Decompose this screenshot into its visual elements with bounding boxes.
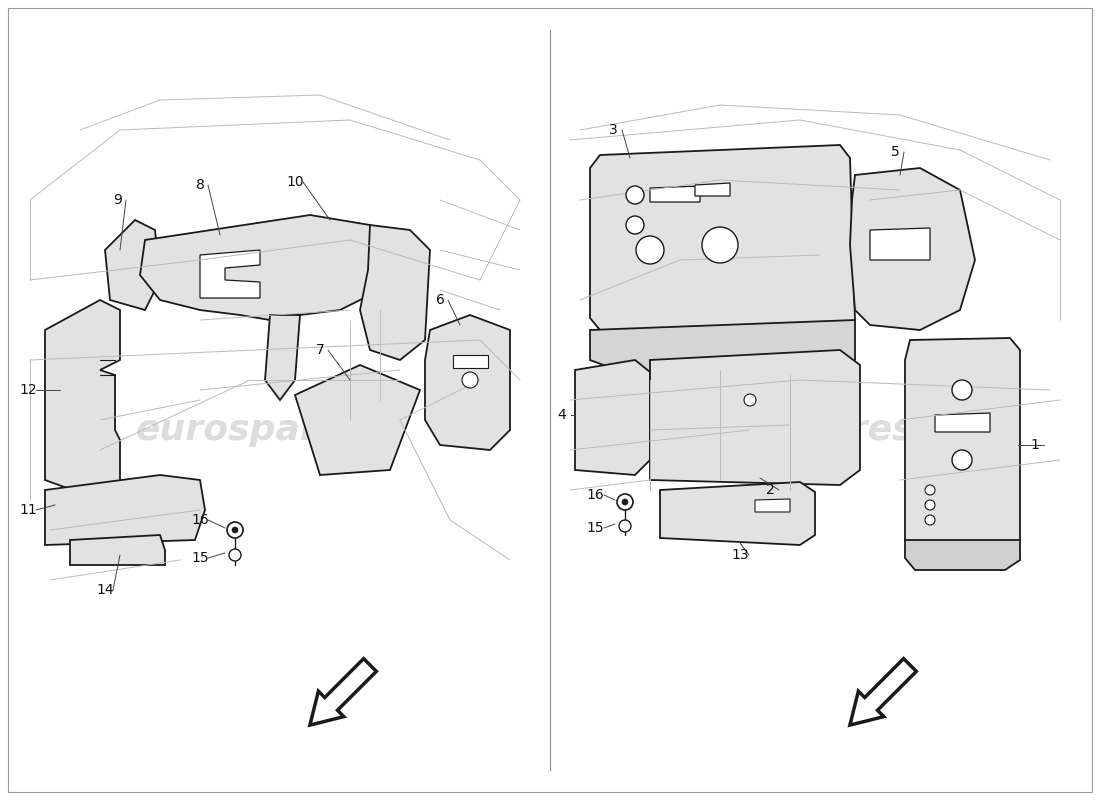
Polygon shape (650, 350, 860, 485)
Polygon shape (870, 228, 930, 260)
Polygon shape (935, 413, 990, 432)
Circle shape (744, 394, 756, 406)
Text: 11: 11 (19, 503, 37, 517)
Polygon shape (295, 365, 420, 475)
Polygon shape (45, 300, 120, 500)
Circle shape (925, 500, 935, 510)
Polygon shape (70, 535, 165, 565)
Circle shape (617, 494, 632, 510)
Text: 16: 16 (586, 488, 604, 502)
Text: 5: 5 (891, 145, 900, 159)
Text: 10: 10 (286, 175, 304, 189)
Circle shape (621, 499, 628, 505)
Text: 6: 6 (436, 293, 444, 307)
Polygon shape (104, 220, 160, 310)
Circle shape (636, 236, 664, 264)
Polygon shape (755, 499, 790, 512)
Polygon shape (310, 658, 376, 725)
Polygon shape (425, 315, 510, 450)
Circle shape (229, 549, 241, 561)
Text: 8: 8 (196, 178, 205, 192)
Circle shape (626, 216, 644, 234)
Text: 2: 2 (766, 483, 774, 497)
Polygon shape (590, 320, 855, 375)
Circle shape (952, 380, 972, 400)
Circle shape (702, 227, 738, 263)
Polygon shape (360, 225, 430, 360)
Circle shape (462, 372, 478, 388)
Polygon shape (905, 540, 1020, 570)
Text: 7: 7 (316, 343, 324, 357)
Text: 14: 14 (96, 583, 113, 597)
Polygon shape (590, 145, 855, 348)
Circle shape (626, 186, 644, 204)
Text: 9: 9 (113, 193, 122, 207)
Text: 15: 15 (191, 551, 209, 565)
Text: 4: 4 (558, 408, 566, 422)
Polygon shape (200, 250, 260, 298)
Polygon shape (695, 183, 730, 196)
Text: 13: 13 (732, 548, 749, 562)
Text: eurospares: eurospares (135, 413, 364, 447)
Text: eurospares: eurospares (685, 413, 914, 447)
Circle shape (227, 522, 243, 538)
Circle shape (925, 485, 935, 495)
Polygon shape (575, 360, 650, 475)
Polygon shape (850, 658, 916, 725)
Polygon shape (265, 315, 300, 400)
Text: 3: 3 (608, 123, 617, 137)
Text: 12: 12 (19, 383, 36, 397)
Polygon shape (140, 215, 379, 320)
Polygon shape (905, 338, 1020, 555)
Circle shape (619, 520, 631, 532)
Polygon shape (45, 475, 205, 545)
Polygon shape (660, 482, 815, 545)
Polygon shape (850, 168, 975, 330)
Circle shape (232, 527, 238, 533)
Polygon shape (650, 186, 700, 202)
Circle shape (952, 450, 972, 470)
Text: 15: 15 (586, 521, 604, 535)
Polygon shape (453, 355, 488, 368)
Circle shape (925, 515, 935, 525)
Text: 1: 1 (1031, 438, 1040, 452)
Text: 16: 16 (191, 513, 209, 527)
